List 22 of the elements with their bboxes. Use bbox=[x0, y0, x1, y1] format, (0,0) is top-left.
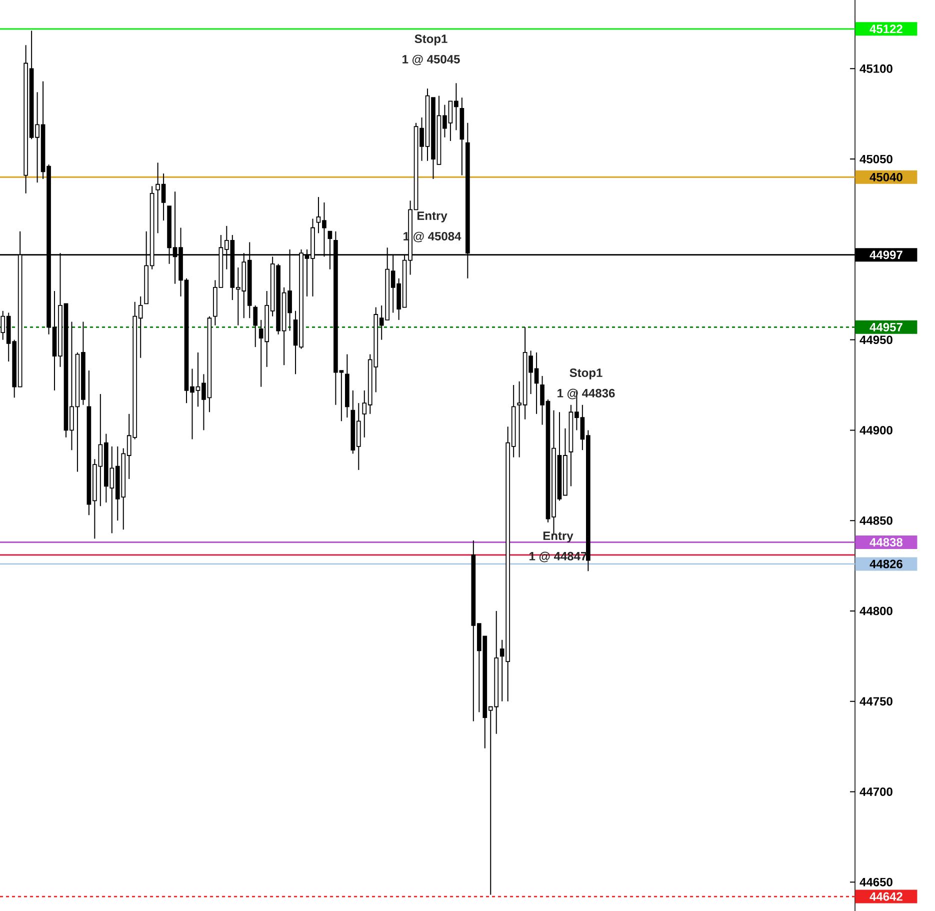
ref-line-label: 44642 bbox=[870, 892, 902, 901]
annotation: 1 @ 45045 bbox=[402, 54, 460, 66]
y-tick-label: 44650 bbox=[860, 878, 892, 886]
ref-line-label: 44997 bbox=[870, 250, 902, 260]
annotation: Entry bbox=[417, 212, 448, 222]
annotation: Entry bbox=[543, 532, 574, 542]
annotation: Stop1 bbox=[570, 368, 602, 380]
y-tick-label: 45050 bbox=[860, 154, 892, 164]
y-tick-label: 44800 bbox=[860, 606, 892, 616]
annotation: Stop1 bbox=[414, 34, 448, 46]
y-tick-label: 44850 bbox=[860, 516, 892, 525]
ref-line-label: 44957 bbox=[870, 322, 902, 332]
y-tick-label: 44750 bbox=[860, 697, 892, 706]
y-tick-label: 44700 bbox=[860, 787, 892, 796]
ref-line-label: 44826 bbox=[870, 560, 902, 568]
candlestick bbox=[253, 304, 258, 348]
y-tick-label: 44900 bbox=[860, 426, 892, 434]
y-tick-label: 44950 bbox=[860, 336, 892, 344]
ref-line-label: 44838 bbox=[870, 538, 903, 547]
ref-line-label: 45122 bbox=[870, 24, 902, 34]
y-tick-label: 45100 bbox=[860, 64, 892, 73]
ref-line-label: 45040 bbox=[870, 172, 902, 182]
